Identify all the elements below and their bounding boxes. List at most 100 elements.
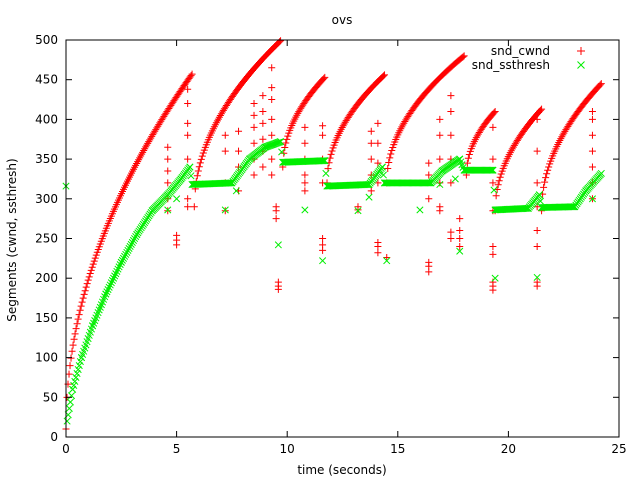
- ssthresh-point: [104, 285, 112, 294]
- cwnd-burst-point: [274, 278, 282, 286]
- cwnd-burst-point: [268, 84, 276, 92]
- cwnd-point: [281, 143, 289, 151]
- cwnd-point: [338, 124, 346, 132]
- cwnd-point: [385, 158, 393, 166]
- ssthresh-point: [102, 290, 110, 298]
- cwnd-point: [66, 362, 74, 370]
- cwnd-point: [73, 320, 81, 328]
- cwnd-burst-point: [447, 107, 455, 115]
- ssthresh-point: [225, 179, 233, 187]
- cwnd-burst-point: [533, 147, 541, 155]
- cwnd-point: [597, 80, 605, 88]
- ssthresh-outlier-point: [365, 193, 373, 201]
- cwnd-burst-point: [272, 203, 280, 211]
- cwnd-point: [399, 121, 407, 129]
- cwnd-burst-point: [447, 235, 455, 242]
- ssthresh-point: [489, 166, 497, 174]
- cwnd-burst-point: [184, 119, 192, 127]
- cwnd-point: [327, 150, 335, 158]
- cwnd-point: [380, 72, 388, 80]
- ssthresh-point: [75, 361, 83, 370]
- cwnd-burst-point: [301, 139, 309, 147]
- ssthresh-point: [115, 263, 123, 271]
- cwnd-point: [190, 203, 198, 211]
- cwnd-point: [459, 53, 467, 61]
- cwnd-point: [508, 145, 516, 153]
- cwnd-point: [85, 273, 93, 281]
- cwnd-point: [194, 167, 202, 175]
- ssthresh-point: [70, 381, 78, 389]
- cwnd-point: [284, 132, 292, 140]
- cwnd-point: [495, 177, 503, 185]
- cwnd-burst-point: [533, 227, 541, 235]
- cwnd-burst-point: [301, 123, 309, 131]
- cwnd-point: [460, 52, 468, 60]
- cwnd-point: [81, 287, 89, 295]
- y-tick-label: 0: [50, 430, 58, 444]
- cwnd-point: [188, 70, 196, 78]
- cwnd-burst-point: [301, 187, 309, 195]
- ssthresh-point: [186, 163, 194, 171]
- y-tick-label: 450: [35, 73, 58, 87]
- cwnd-burst-point: [456, 215, 464, 223]
- ssthresh-point: [597, 169, 605, 177]
- cwnd-burst-point: [367, 127, 375, 135]
- y-tick-label: 200: [35, 271, 58, 285]
- ssthresh-outlier-point: [451, 175, 459, 183]
- ssthresh-point: [67, 392, 76, 400]
- ssthresh-point: [110, 274, 118, 282]
- cwnd-burst-point: [319, 241, 327, 249]
- cwnd-burst-point: [301, 171, 309, 179]
- ssthresh-point: [319, 157, 327, 165]
- ssthresh-point: [126, 242, 134, 250]
- cwnd-point: [321, 73, 329, 81]
- cwnd-point: [542, 174, 550, 182]
- x-tick-label: 5: [173, 442, 181, 456]
- cwnd-burst-point: [489, 242, 497, 250]
- cwnd-point: [82, 283, 90, 291]
- cwnd-point: [142, 143, 150, 151]
- cwnd-point: [84, 276, 92, 284]
- cwnd-burst-point: [184, 131, 192, 139]
- cwnd-point: [139, 148, 147, 156]
- cwnd-burst-point: [250, 100, 258, 108]
- ssthresh-point: [490, 186, 498, 194]
- ssthresh-outlier-point: [301, 206, 309, 214]
- cwnd-burst-point: [436, 131, 444, 139]
- cwnd-point: [328, 147, 336, 155]
- cwnd-point: [140, 147, 148, 154]
- cwnd-point: [293, 111, 301, 119]
- cwnd-point: [491, 107, 499, 115]
- ssthresh-point: [486, 166, 494, 174]
- ssthresh-point: [132, 232, 140, 241]
- cwnd-point: [596, 81, 604, 89]
- cwnd-point: [70, 335, 78, 343]
- cwnd-point: [496, 173, 504, 181]
- legend-marker-snd-ssthresh: [577, 61, 585, 69]
- cwnd-burst-point: [367, 187, 375, 195]
- cwnd-burst-point: [588, 147, 596, 155]
- cwnd-burst-point: [533, 242, 541, 250]
- ssthresh-point: [322, 169, 330, 177]
- x-tick-label: 15: [390, 442, 405, 456]
- cwnd-burst-point: [374, 249, 382, 257]
- plot-marks: [62, 37, 605, 433]
- ssthresh-outlier-point: [456, 247, 464, 255]
- cwnd-burst-point: [436, 179, 444, 187]
- ssthresh-point: [113, 267, 121, 275]
- ssthresh-point: [362, 181, 370, 189]
- ssthresh-point: [426, 179, 434, 187]
- ssthresh-point: [65, 404, 73, 412]
- legend: snd_cwnd snd_ssthresh: [472, 44, 585, 72]
- cwnd-burst-point: [367, 155, 375, 163]
- cwnd-burst-point: [319, 235, 327, 242]
- cwnd-point: [92, 251, 100, 259]
- ssthresh-outlier-point: [173, 195, 181, 203]
- ssthresh-outlier-point: [491, 274, 499, 282]
- ssthresh-point: [114, 265, 122, 273]
- ssthresh-point: [63, 417, 71, 425]
- ssthresh-outlier-point: [416, 206, 424, 214]
- cwnd-burst-point: [425, 258, 433, 266]
